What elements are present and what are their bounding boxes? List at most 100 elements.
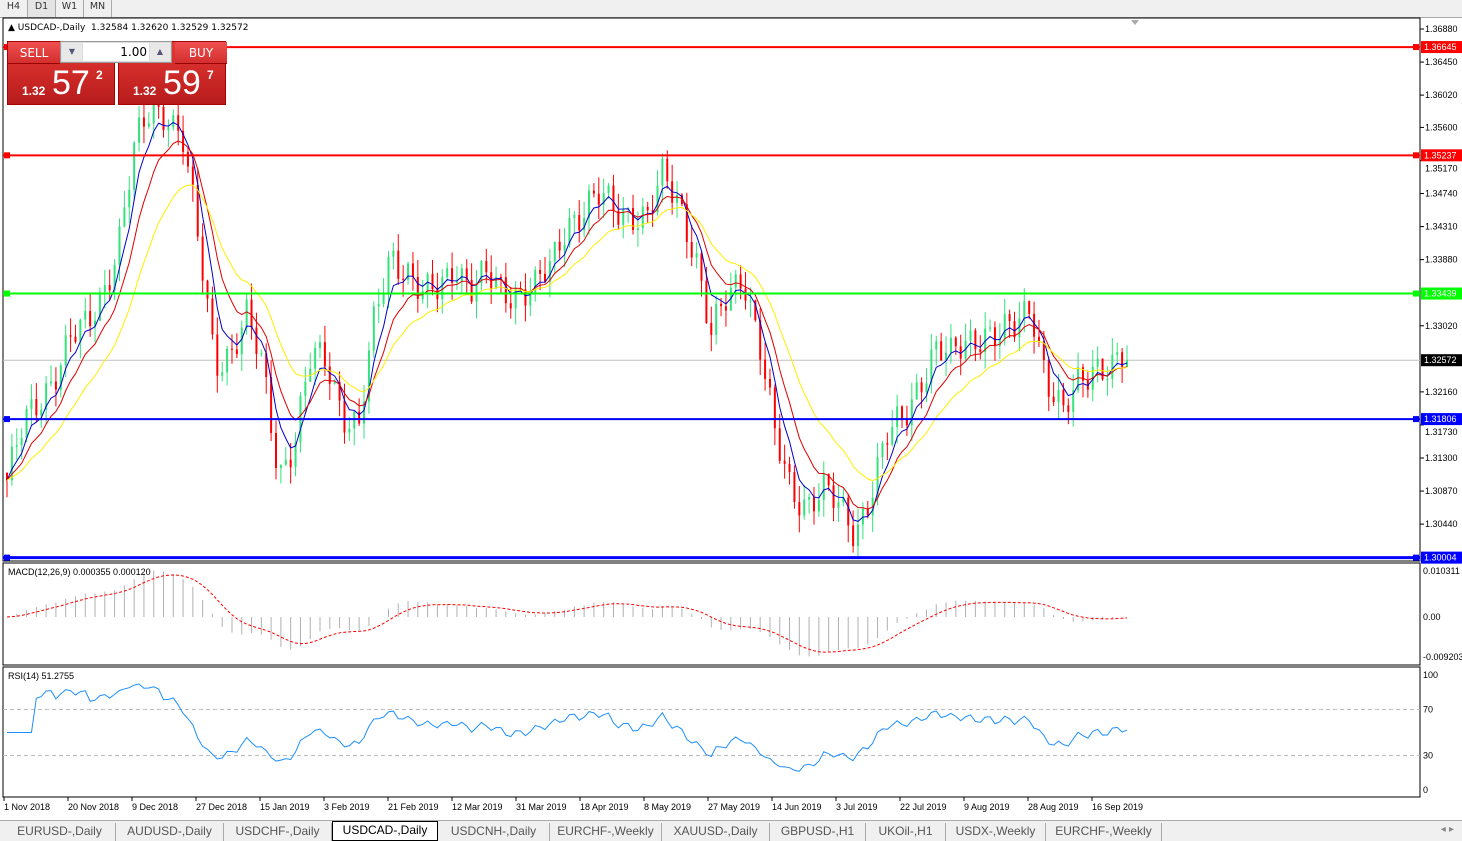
buy-button[interactable]: BUY 1.32 59 7 — [118, 41, 227, 105]
candle-body — [529, 292, 532, 306]
candle-body — [319, 342, 322, 348]
candle-body — [451, 268, 454, 283]
candle-body — [764, 359, 767, 380]
chart-tab[interactable]: USDCNH-,Daily — [438, 823, 550, 841]
candle-body — [905, 419, 908, 426]
candle-body — [881, 443, 884, 458]
chart-tab[interactable]: USDCAD-,Daily — [332, 821, 438, 841]
candle-body — [915, 382, 918, 400]
sell-price-prefix: 1.32 — [22, 84, 46, 98]
candle-body — [397, 250, 400, 279]
candle-body — [788, 463, 791, 473]
candle-body — [162, 106, 165, 131]
date-axis-label: 3 Jul 2019 — [836, 802, 878, 812]
lot-size-input[interactable] — [83, 43, 149, 61]
price-axis-label: 1.35170 — [1425, 163, 1458, 173]
chart-tab[interactable]: XAUUSD-,Daily — [662, 823, 770, 841]
chart-tab[interactable]: EURUSD-,Daily — [4, 823, 116, 841]
level-handle-right — [1413, 554, 1419, 561]
candle-body — [607, 185, 610, 193]
symbol-label: USDCAD-,Daily — [17, 23, 86, 33]
candle-body — [822, 473, 825, 500]
timeframe-mn[interactable]: MN — [84, 0, 112, 17]
macd-label: MACD(12,26,9) 0.000355 0.000120 — [8, 567, 151, 577]
candle-body — [1081, 367, 1084, 381]
candle-body — [945, 352, 948, 361]
timeframe-h4[interactable]: H4 — [0, 0, 28, 17]
candle-body — [1018, 318, 1021, 338]
candle-body — [509, 303, 512, 309]
candle-body — [460, 268, 463, 282]
macd-axis-label: -0.009203 — [1423, 652, 1462, 662]
date-axis-label: 3 Feb 2019 — [324, 802, 370, 812]
candle-body — [235, 349, 238, 355]
timeframe-d1[interactable]: D1 — [28, 0, 56, 17]
chart-tab[interactable]: GBPUSD-,H1 — [770, 823, 866, 841]
tab-scroll-arrows-icon[interactable]: ◂ ▸ — [1440, 824, 1454, 835]
timeframe-w1[interactable]: W1 — [56, 0, 84, 17]
candle-body — [710, 323, 713, 335]
candle-body — [59, 365, 62, 390]
candle-body — [79, 319, 82, 342]
rsi-line — [7, 683, 1128, 772]
collapse-triangle-icon[interactable]: ▲ — [8, 23, 15, 33]
candle-body — [196, 184, 199, 237]
candle-body — [754, 300, 757, 321]
sell-button[interactable]: SELL 1.32 57 2 — [7, 41, 115, 105]
candle-body — [94, 320, 97, 327]
chart-tab[interactable]: EURCHF-,Weekly — [550, 823, 662, 841]
candle-body — [920, 382, 923, 393]
chart-tabs-bar: ◂ ▸ EURUSD-,Daily AUDUSD-,Daily USDCHF-,Da… — [0, 820, 1462, 841]
date-axis-label: 31 Mar 2019 — [516, 802, 567, 812]
candle-body — [230, 348, 233, 350]
candle-body — [1037, 336, 1040, 342]
candle-body — [558, 241, 561, 251]
decrease-lot-icon[interactable]: ▼ — [62, 43, 82, 61]
rsi-panel — [2, 666, 1421, 798]
candle-body — [715, 303, 718, 335]
candle-body — [588, 190, 591, 218]
candle-body — [152, 102, 155, 124]
candle-body — [495, 276, 498, 289]
candle-body — [455, 281, 458, 283]
candle-body — [866, 508, 869, 516]
candle-body — [876, 457, 879, 498]
candle-body — [563, 244, 566, 251]
candle-body — [431, 273, 434, 290]
candle-body — [636, 228, 639, 230]
increase-lot-icon[interactable]: ▲ — [150, 43, 170, 61]
candle-body — [480, 260, 483, 284]
chart-tab[interactable]: USDCHF-,Daily — [224, 823, 332, 841]
level-price-label: 1.36645 — [1424, 42, 1457, 52]
candle-body — [363, 401, 366, 424]
chart-tab[interactable]: UKOil-,H1 — [866, 823, 946, 841]
candle-body — [348, 428, 351, 433]
candle-body — [685, 204, 688, 242]
chart-tab[interactable]: USDX-,Weekly — [946, 823, 1046, 841]
candle-body — [959, 346, 962, 359]
candle-body — [539, 269, 542, 274]
chart-tab[interactable]: AUDUSD-,Daily — [116, 823, 224, 841]
candle-body — [1057, 390, 1060, 403]
candle-body — [680, 194, 683, 205]
candle-body — [940, 341, 943, 361]
date-axis-label: 14 Jun 2019 — [772, 802, 822, 812]
candle-body — [910, 399, 913, 426]
candle-body — [548, 261, 551, 282]
chart-canvas[interactable]: 1.36880 1.36450 1.36020 1.35600 1.35170 1.347… — [0, 0, 1462, 820]
candle-body — [803, 499, 806, 516]
candle-body — [1096, 358, 1099, 367]
candle-body — [103, 285, 106, 293]
chart-shift-marker-icon — [1131, 20, 1139, 25]
candle-body — [793, 472, 796, 503]
level-handle-left — [4, 290, 10, 297]
candle-body — [20, 438, 23, 446]
candle-body — [1008, 314, 1011, 322]
candle-body — [666, 158, 669, 182]
price-axis-label: 1.33880 — [1425, 255, 1458, 265]
candle-body — [45, 383, 48, 410]
candle-body — [446, 268, 449, 278]
candle-body — [323, 342, 326, 367]
chart-tab[interactable]: EURCHF-,Weekly — [1046, 823, 1162, 841]
candle-body — [583, 217, 586, 231]
